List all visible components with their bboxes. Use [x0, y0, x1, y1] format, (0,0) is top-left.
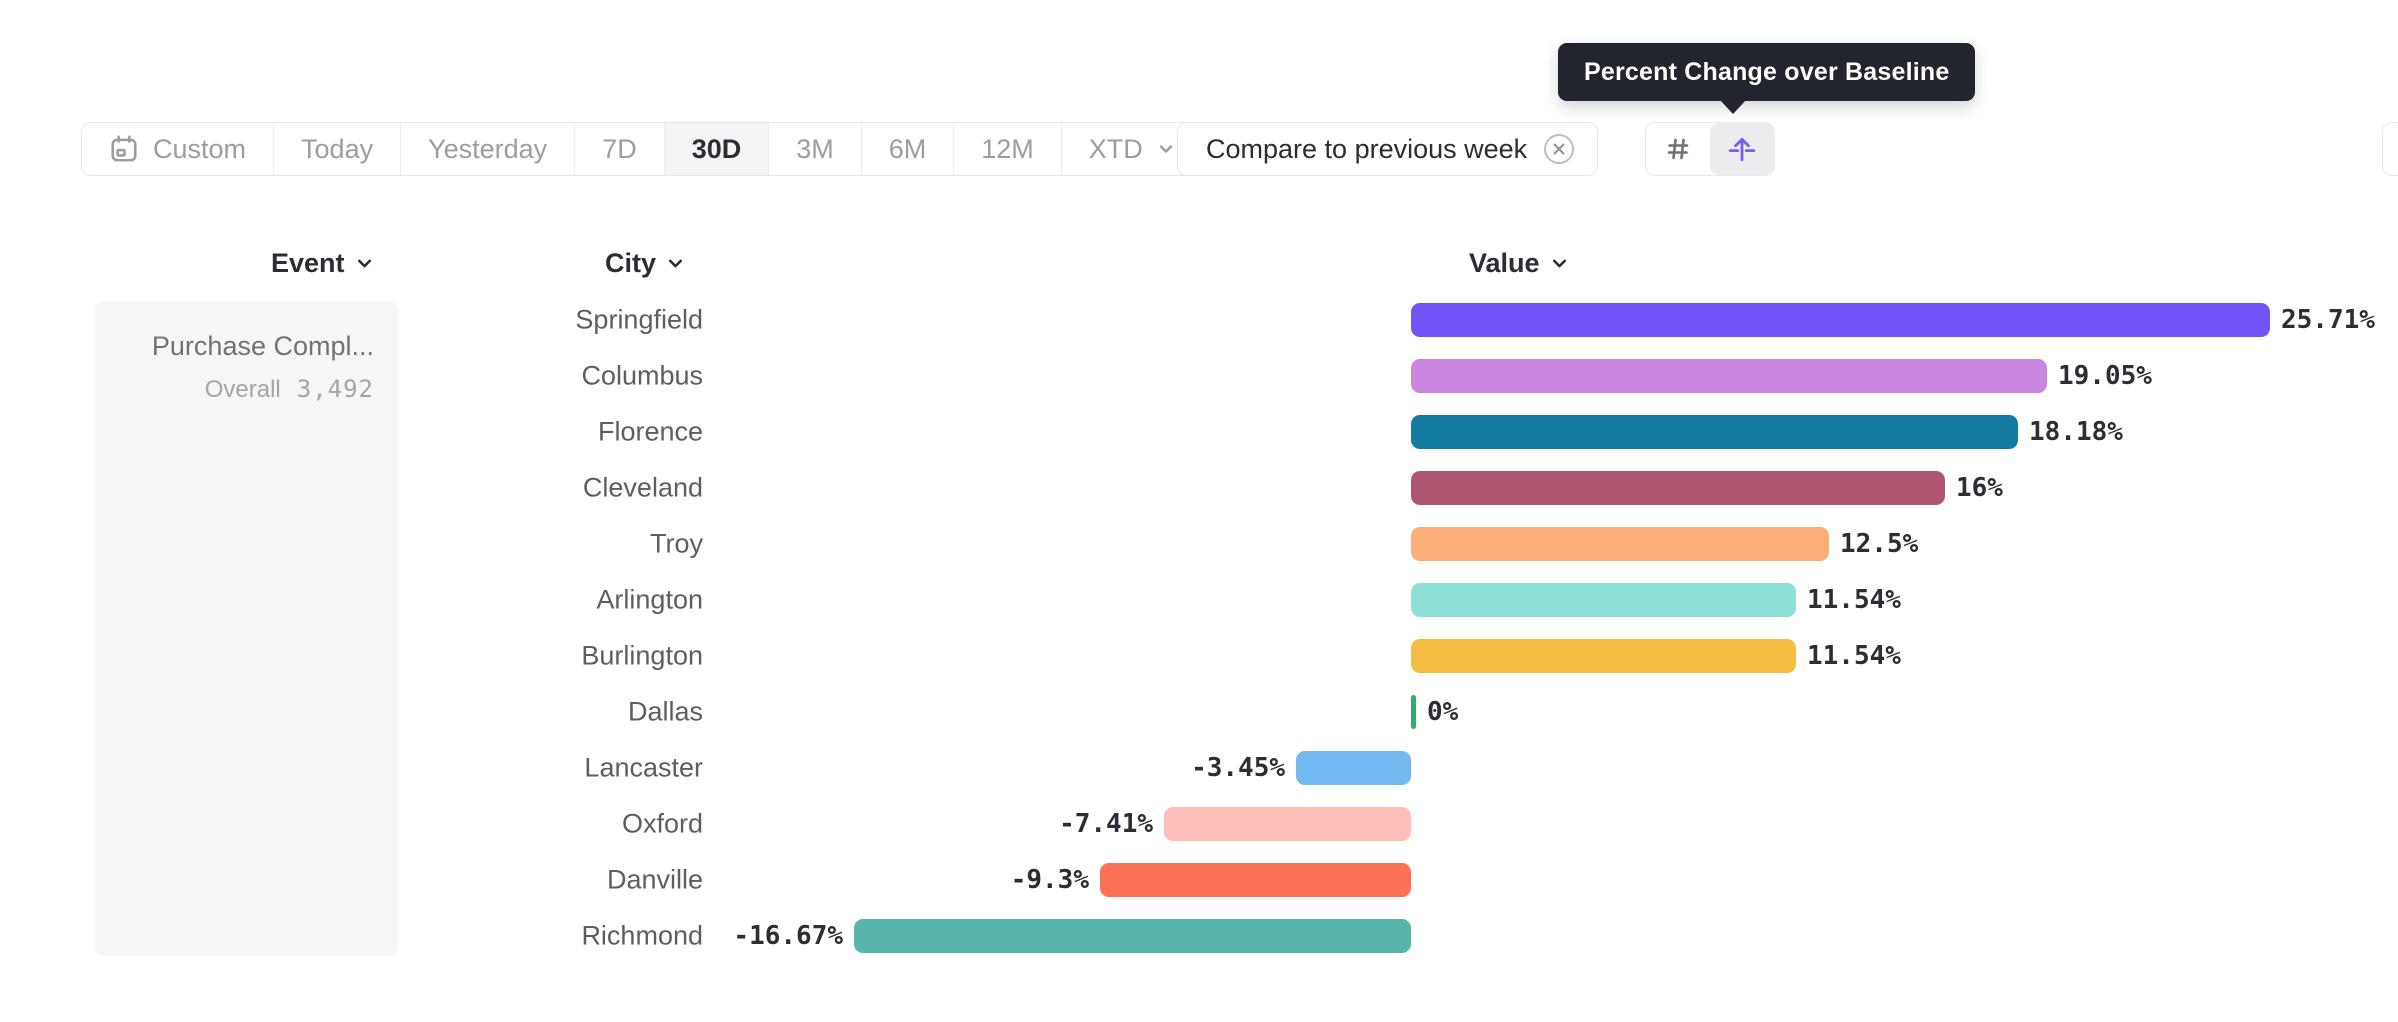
- city-label: Cleveland: [582, 472, 703, 503]
- chart-row: Florence 18.18%: [0, 404, 2398, 460]
- chart-row: Springfield 25.71%: [0, 292, 2398, 348]
- chart-row: Columbus 19.05%: [0, 348, 2398, 404]
- compare-chip[interactable]: Compare to previous week: [1177, 122, 1599, 176]
- calendar-icon: [111, 135, 137, 162]
- city-label: Oxford: [621, 808, 703, 839]
- value-bar[interactable]: [1411, 359, 2047, 393]
- city-label: Lancaster: [584, 752, 703, 783]
- chevron-down-icon: [357, 259, 371, 267]
- baseline-view-button[interactable]: [1710, 123, 1774, 175]
- date-range-6m[interactable]: 6M: [860, 123, 954, 175]
- clipped-control[interactable]: [2382, 122, 2398, 176]
- grid-view-button[interactable]: [1646, 123, 1710, 175]
- value-label: 0%: [1427, 697, 1459, 727]
- column-header-event[interactable]: Event: [271, 246, 374, 280]
- chart-row: Cleveland 16%: [0, 460, 2398, 516]
- value-bar[interactable]: [854, 919, 1411, 953]
- overall-label: Overall: [204, 376, 281, 403]
- value-bar[interactable]: [1296, 751, 1411, 785]
- value-bar[interactable]: [1411, 527, 1829, 561]
- city-label: Dallas: [627, 696, 703, 727]
- value-label: 11.54%: [1807, 641, 1901, 671]
- value-bar[interactable]: [1411, 695, 1416, 729]
- city-label: Columbus: [581, 360, 703, 391]
- value-label: -7.41%: [1059, 809, 1153, 839]
- overall-count: 3,492: [296, 375, 374, 403]
- chart-row: Dallas 0%: [0, 684, 2398, 740]
- event-panel[interactable]: Purchase Compl... Overall 3,492: [95, 301, 398, 956]
- value-label: -3.45%: [1191, 753, 1285, 783]
- value-bar[interactable]: [1411, 639, 1796, 673]
- value-label: 16%: [1956, 473, 2003, 503]
- chart-row: Troy 12.5%: [0, 516, 2398, 572]
- value-bar[interactable]: [1411, 583, 1796, 617]
- event-name: Purchase Compl...: [151, 331, 374, 361]
- column-header-city[interactable]: City: [605, 246, 685, 280]
- baseline-arrow-icon: [1728, 137, 1756, 162]
- chart-row: Burlington 11.54%: [0, 628, 2398, 684]
- chart-row: Lancaster -3.45%: [0, 740, 2398, 796]
- value-bar[interactable]: [1411, 415, 2018, 449]
- tooltip-caret: [1719, 99, 1747, 114]
- value-bar[interactable]: [1100, 863, 1411, 897]
- compare-chip-label: Compare to previous week: [1206, 133, 1528, 164]
- tooltip: Percent Change over Baseline: [1558, 43, 1976, 101]
- tooltip-text: Percent Change over Baseline: [1584, 58, 1950, 86]
- city-label: Arlington: [596, 584, 703, 615]
- value-label: 12.5%: [1840, 529, 1919, 559]
- date-range-7d[interactable]: 7D: [574, 123, 664, 175]
- value-label: 25.71%: [2281, 305, 2375, 335]
- date-range-custom[interactable]: Custom: [82, 123, 273, 175]
- column-header-value[interactable]: Value: [1469, 246, 1569, 280]
- chevron-down-icon: [1552, 259, 1566, 267]
- value-bar[interactable]: [1411, 471, 1945, 505]
- chart-row: Oxford -7.41%: [0, 796, 2398, 852]
- chevron-down-icon: [668, 259, 683, 267]
- value-bar[interactable]: [1411, 303, 2270, 337]
- city-label: Troy: [650, 528, 703, 559]
- circle-x-icon[interactable]: [1543, 133, 1575, 165]
- value-label: -9.3%: [1010, 865, 1089, 895]
- hash-icon: [1667, 138, 1689, 160]
- city-label: Richmond: [581, 920, 703, 951]
- chart-row: Arlington 11.54%: [0, 572, 2398, 628]
- value-label: 19.05%: [2058, 361, 2152, 391]
- date-range-yesterday[interactable]: Yesterday: [400, 123, 574, 175]
- date-range-3m[interactable]: 3M: [768, 123, 861, 175]
- date-range-30d[interactable]: 30D: [663, 123, 769, 175]
- city-label: Burlington: [581, 640, 703, 671]
- city-label: Springfield: [575, 304, 703, 335]
- chevron-down-icon: [1159, 145, 1172, 153]
- date-range-selector: Custom Today Yesterday 7D 30D 3M 6M 12M …: [81, 122, 1203, 176]
- value-label: -16.67%: [733, 921, 843, 951]
- chart-row: Danville -9.3%: [0, 852, 2398, 908]
- date-range-xtd[interactable]: XTD: [1060, 123, 1202, 175]
- city-label: Danville: [606, 864, 703, 895]
- chart-row: Richmond -16.67%: [0, 908, 2398, 964]
- value-label: 18.18%: [2029, 417, 2123, 447]
- city-label: Florence: [597, 416, 703, 447]
- date-range-12m[interactable]: 12M: [953, 123, 1061, 175]
- value-label: 11.54%: [1807, 585, 1901, 615]
- date-range-today[interactable]: Today: [273, 123, 400, 175]
- value-bar[interactable]: [1164, 807, 1411, 841]
- view-toggle: [1645, 122, 1775, 176]
